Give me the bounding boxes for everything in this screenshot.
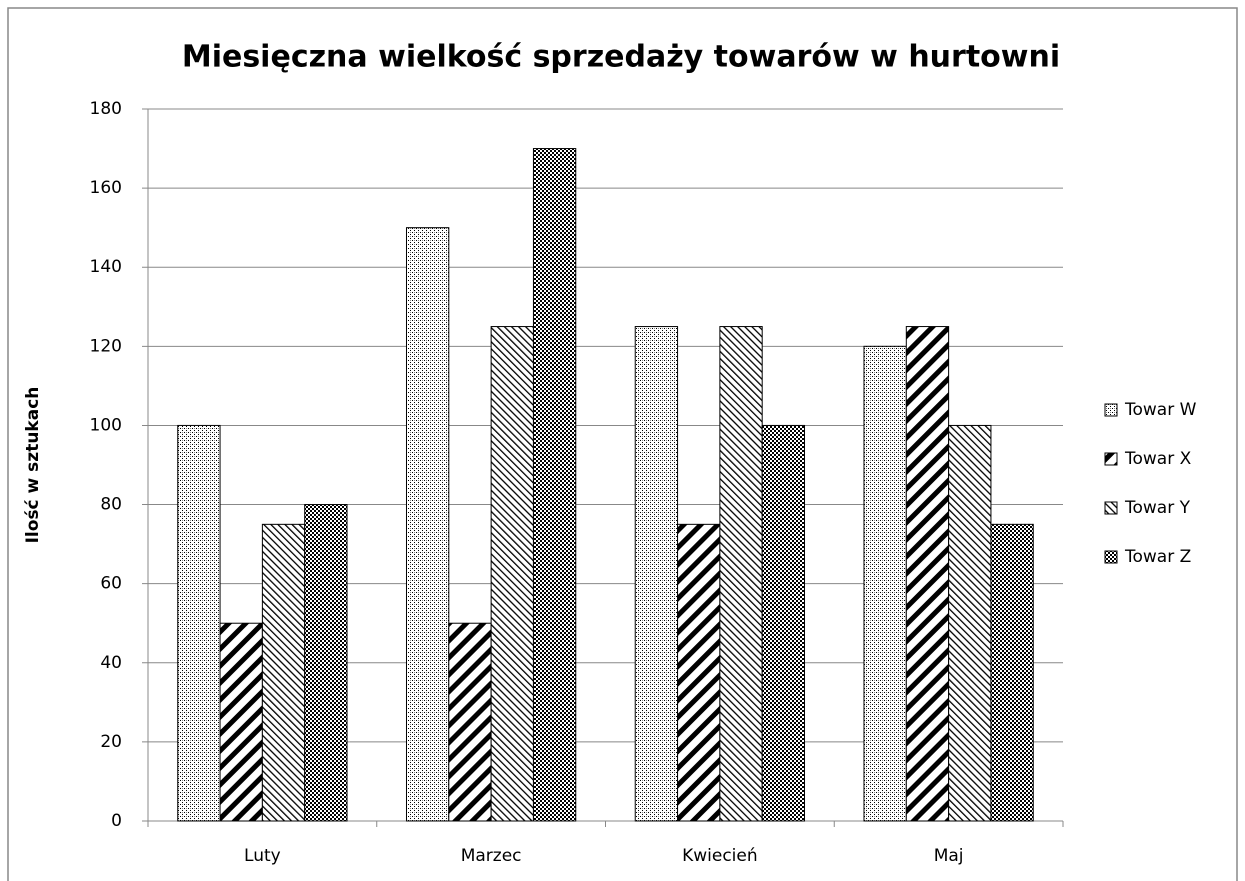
x-tick-label: Maj — [934, 846, 964, 866]
legend-label: Towar Z — [1124, 547, 1191, 567]
bar — [304, 504, 348, 822]
legend-label: Towar Y — [1124, 498, 1191, 518]
bar — [177, 424, 221, 822]
bar — [905, 326, 950, 822]
legend-swatch — [1104, 403, 1118, 417]
legend-swatch — [1104, 550, 1118, 564]
legend-label: Towar W — [1124, 400, 1197, 420]
bar — [490, 326, 534, 822]
bar — [719, 326, 763, 822]
bar — [990, 523, 1034, 822]
bar — [948, 424, 992, 822]
y-axis-label: Ilość w sztukach — [23, 387, 43, 544]
y-tick-label: 20 — [100, 732, 122, 752]
legend-label: Towar X — [1124, 449, 1192, 469]
bar — [761, 424, 806, 822]
legend-swatch — [1104, 501, 1118, 515]
bar — [448, 622, 492, 822]
y-tick-label: 40 — [100, 653, 122, 673]
legend-swatch — [1104, 452, 1118, 466]
x-tick-label: Marzec — [461, 846, 522, 866]
y-tick-label: 120 — [90, 336, 122, 356]
bar — [219, 622, 263, 822]
bar — [677, 523, 721, 822]
bar — [634, 326, 679, 822]
bar — [863, 345, 907, 822]
y-tick-label: 80 — [100, 495, 122, 515]
x-tick-label: Kwiecień — [682, 846, 758, 866]
chart-title: Miesięczna wielkość sprzedaży towarów w … — [182, 40, 1060, 75]
y-tick-label: 100 — [90, 415, 122, 435]
y-tick-label: 180 — [90, 99, 122, 119]
y-tick-label: 60 — [100, 574, 122, 594]
y-tick-label: 0 — [111, 811, 122, 831]
bar — [532, 148, 577, 822]
bar — [261, 523, 306, 822]
x-tick-label: Luty — [244, 846, 281, 866]
y-tick-label: 140 — [90, 257, 122, 277]
bar — [405, 227, 450, 822]
y-tick-label: 160 — [90, 178, 122, 198]
